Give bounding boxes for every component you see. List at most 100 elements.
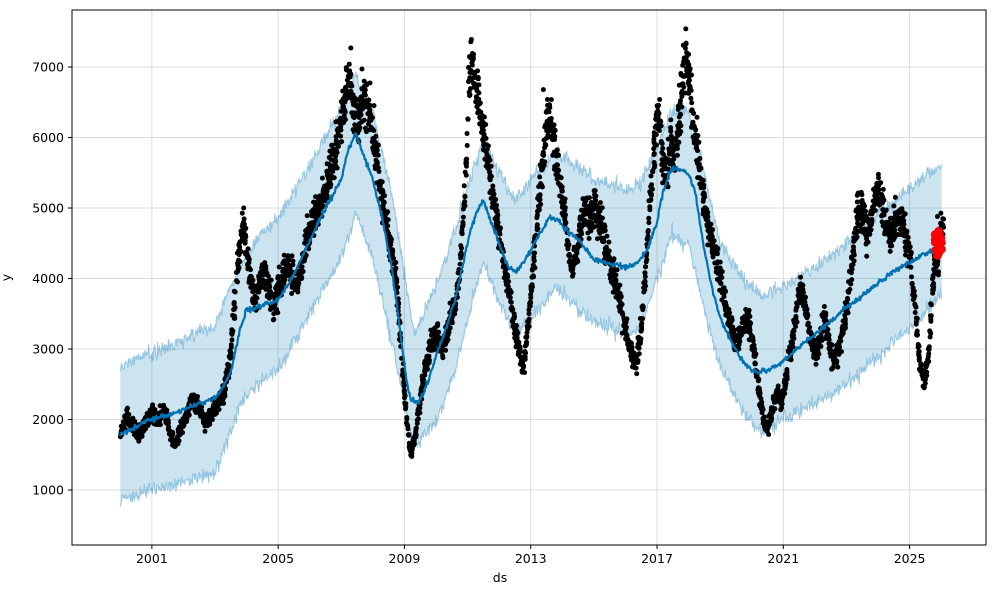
data-point <box>623 324 629 330</box>
data-point <box>230 328 236 334</box>
data-point <box>274 306 279 312</box>
data-point <box>339 119 345 125</box>
data-point <box>805 320 811 326</box>
data-point <box>815 355 821 361</box>
data-point <box>239 210 245 216</box>
data-point <box>579 231 585 237</box>
data-point <box>457 252 463 258</box>
data-point <box>379 179 385 185</box>
data-point <box>221 391 227 397</box>
data-point <box>374 147 380 153</box>
data-point <box>195 394 200 399</box>
data-point <box>617 282 623 288</box>
data-point <box>250 277 256 283</box>
data-point <box>554 147 560 153</box>
data-point <box>658 123 663 129</box>
data-point <box>690 110 696 116</box>
data-point <box>926 359 932 364</box>
data-point <box>212 408 218 414</box>
data-point <box>545 97 550 102</box>
data-point <box>650 169 656 175</box>
data-point <box>601 222 607 228</box>
data-point <box>525 319 531 325</box>
data-point <box>165 421 171 427</box>
data-point <box>754 374 760 380</box>
data-point <box>295 289 301 295</box>
data-point <box>908 250 914 256</box>
data-point <box>719 269 725 275</box>
data-point <box>701 185 707 191</box>
data-point <box>752 346 757 352</box>
data-point <box>331 175 337 181</box>
data-point <box>629 344 635 350</box>
data-point <box>209 417 215 423</box>
data-point <box>648 197 653 203</box>
data-point <box>547 105 553 111</box>
data-point <box>651 151 657 156</box>
data-point <box>290 262 296 268</box>
data-point <box>476 90 482 96</box>
data-point <box>821 304 827 309</box>
data-point <box>582 217 588 223</box>
data-point <box>930 276 935 282</box>
data-point <box>265 281 271 287</box>
data-point <box>668 133 674 139</box>
data-point <box>534 224 540 230</box>
data-point <box>573 254 579 260</box>
data-point <box>436 329 442 335</box>
data-point <box>302 240 308 246</box>
data-point <box>678 129 684 135</box>
data-point <box>746 322 752 328</box>
outlier-point <box>468 37 474 42</box>
data-point <box>475 75 481 80</box>
data-point <box>731 327 737 333</box>
data-point <box>376 169 382 174</box>
data-point <box>300 269 306 274</box>
data-point <box>406 432 412 438</box>
data-point <box>425 361 431 366</box>
data-point <box>324 195 330 201</box>
data-point <box>311 199 316 205</box>
data-point <box>199 410 205 416</box>
data-point <box>467 93 472 99</box>
data-point <box>679 104 685 110</box>
data-point <box>922 377 928 382</box>
data-point <box>357 125 363 131</box>
data-point <box>793 324 799 329</box>
data-point <box>335 143 341 149</box>
data-point <box>352 122 358 128</box>
data-point <box>528 295 534 301</box>
recent-red-point <box>934 243 943 252</box>
outlier-point <box>686 51 692 57</box>
data-point <box>362 87 368 93</box>
outlier-point <box>348 45 354 51</box>
data-point <box>642 270 648 276</box>
data-point <box>404 416 410 422</box>
data-point <box>913 304 919 310</box>
data-point <box>904 239 910 245</box>
data-point <box>750 338 756 344</box>
data-point <box>421 377 426 383</box>
data-point <box>216 407 222 412</box>
data-point <box>921 384 927 390</box>
data-point <box>342 107 348 113</box>
data-point <box>403 404 409 410</box>
data-point <box>887 248 893 254</box>
data-point <box>552 127 558 133</box>
data-point <box>556 152 562 158</box>
data-point <box>599 215 605 221</box>
data-point <box>823 310 829 316</box>
data-point <box>488 174 494 180</box>
data-point <box>868 227 874 233</box>
data-point <box>936 269 941 275</box>
data-point <box>248 267 253 273</box>
data-point <box>480 127 486 133</box>
data-point <box>505 274 511 280</box>
data-point <box>320 203 326 209</box>
data-point <box>367 102 373 108</box>
data-point <box>858 189 864 195</box>
recent-red-point <box>933 251 942 260</box>
data-point <box>461 183 467 189</box>
data-point <box>463 156 469 162</box>
data-point <box>531 274 537 280</box>
